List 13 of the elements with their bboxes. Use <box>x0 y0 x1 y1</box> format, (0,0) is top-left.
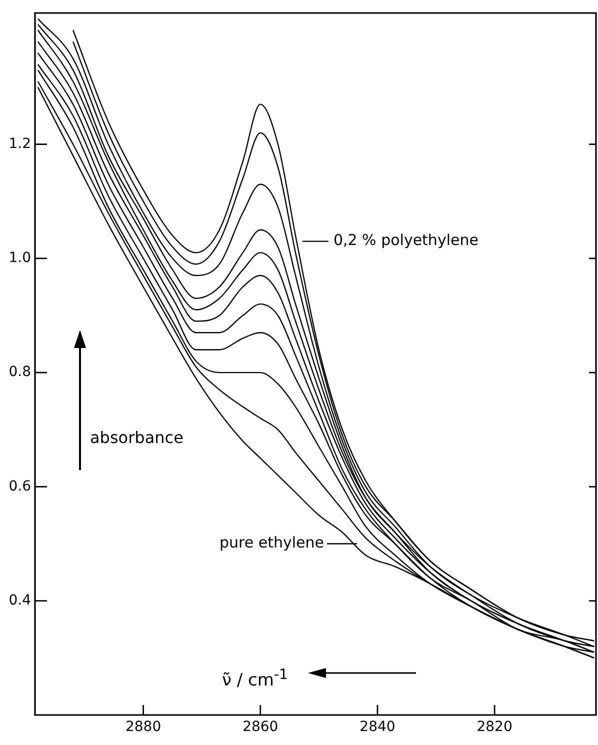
y-tick-label: 0.8 <box>8 364 31 380</box>
x-tick-label: 2880 <box>125 719 162 736</box>
annotation: pure ethylene <box>219 534 324 552</box>
y-tick-label: 1.2 <box>8 136 31 152</box>
x-tick-label: 2840 <box>360 719 396 736</box>
x-axis-title: ν̃ / cm$^{-1}$ <box>222 667 288 691</box>
annotation: 0,2 % polyethylene <box>333 231 478 250</box>
x-tick-label: 2860 <box>242 719 278 736</box>
x-tick-label: 2820 <box>476 719 512 736</box>
y-tick-label: 0.4 <box>8 592 32 608</box>
y-tick-label: 0.6 <box>8 478 32 494</box>
y-tick-label: 1.0 <box>8 250 31 266</box>
y-axis-title: absorbance <box>90 428 184 447</box>
